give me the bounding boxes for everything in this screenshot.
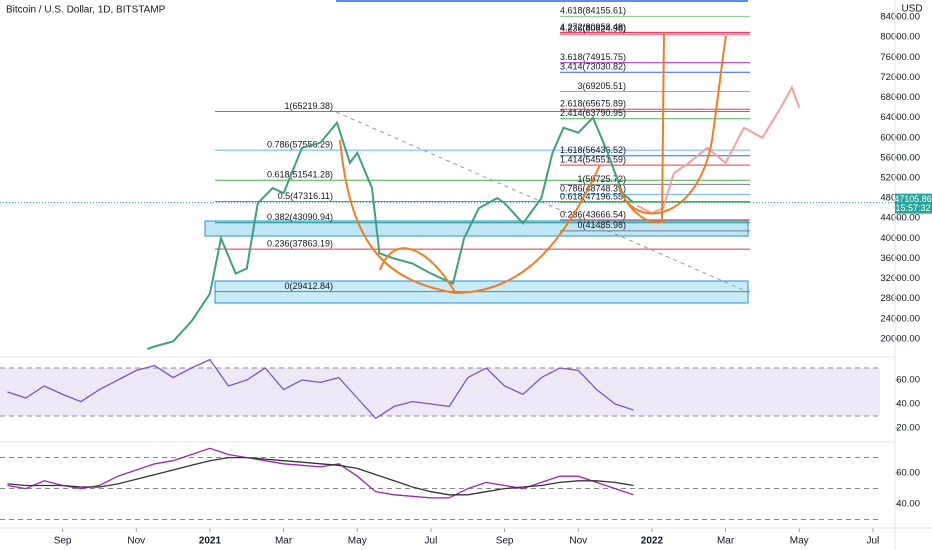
x-tick-label: Mar (717, 536, 735, 547)
top-band (336, 0, 748, 2)
y-tick-label: 80000.00 (880, 32, 920, 43)
handle-curve (379, 247, 456, 293)
series-line (7, 358, 634, 420)
fib-label: 1(50725.72) (577, 174, 626, 184)
fib-label: 1(65219.38) (284, 101, 333, 111)
y-tick-label: 20.00 (896, 423, 920, 434)
chart-title: Bitcoin / U.S. Dollar, 1D, BITSTAMP (6, 5, 166, 16)
fib-label: 3(69205.51) (577, 81, 626, 91)
series-line (146, 115, 635, 350)
series-line (7, 456, 634, 496)
cup-curve (339, 139, 601, 295)
countdown: 15:57:32 (895, 203, 930, 213)
y-tick-label: 40.00 (896, 499, 920, 510)
y-tick-label: 32000.00 (880, 273, 920, 284)
fib-label: 0.236(43666.54) (560, 209, 626, 219)
series-line (7, 447, 634, 499)
last-price: 47105.86 (894, 194, 932, 204)
fib-label: 4.618(84155.61) (560, 6, 626, 16)
y-tick-label: 76000.00 (880, 52, 920, 63)
y-tick-label: 68000.00 (880, 92, 920, 103)
x-tick-label: Nov (569, 536, 587, 547)
y-tick-label: 20000.00 (880, 333, 920, 344)
fib-label: 3.618(74915.75) (560, 52, 626, 62)
y-tick-label: 60.00 (896, 374, 920, 385)
fib-label: 0.382(43090.94) (267, 212, 333, 222)
y-tick-label: 28000.00 (880, 293, 920, 304)
fib-label: 0(41485.98) (577, 220, 626, 230)
fib-label: 1.414(54551.59) (560, 155, 626, 165)
projection-curve (624, 35, 727, 215)
x-tick-label: Sep (496, 536, 514, 547)
fib-label: 0.618(51541.28) (267, 170, 333, 180)
rsi-band (0, 368, 880, 416)
x-tick-label: Sep (54, 536, 72, 547)
y-tick-label: 60.00 (896, 468, 920, 479)
y-tick-label: 52000.00 (880, 173, 920, 184)
y-tick-label: 36000.00 (880, 253, 920, 264)
x-tick-label: Mar (275, 536, 293, 547)
y-tick-label: 40.00 (896, 398, 920, 409)
y-tick-label: 24000.00 (880, 313, 920, 324)
y-tick-label: 60000.00 (880, 132, 920, 143)
fib-label: 0.786(48748.31) (560, 184, 626, 194)
y-tick-label: 44000.00 (880, 213, 920, 224)
currency: USD (901, 4, 922, 15)
x-tick-label: Jul (867, 536, 880, 547)
zone-upper (204, 220, 749, 237)
x-tick-label: Jul (425, 536, 438, 547)
fib-label: 4.272(80958.48) (560, 22, 626, 32)
fib-label: 0.5(47316.11) (278, 191, 333, 201)
x-tick-label: 2021 (199, 536, 222, 547)
fib-label: 0.786(57556.29) (267, 139, 333, 149)
price-tag-box (895, 193, 932, 214)
fib-label: 0.236(37863.19) (267, 238, 333, 248)
fib-label: 0(29412.84) (284, 281, 333, 291)
fib-label: 1.618(56436.52) (560, 145, 626, 155)
x-tick-label: May (348, 536, 367, 547)
x-tick-label: Nov (127, 536, 145, 547)
y-tick-label: 40000.00 (880, 233, 920, 244)
fib-label: 2.618(65675.89) (560, 99, 626, 109)
fib-label: 4.236(80624.98) (560, 23, 626, 33)
x-tick-label: May (790, 536, 809, 547)
fib-label: 3.414(73030.82) (560, 62, 626, 72)
fib-label: 2.414(63790.95) (560, 108, 626, 118)
y-tick-label: 72000.00 (880, 72, 920, 83)
spike-line (617, 31, 665, 224)
y-tick-label: 64000.00 (880, 112, 920, 123)
y-tick-label: 56000.00 (880, 152, 920, 163)
fib-label: 0.618(47196.55) (560, 192, 626, 202)
y-tick-label: 84000.00 (880, 12, 920, 23)
x-tick-label: 2022 (641, 536, 664, 547)
